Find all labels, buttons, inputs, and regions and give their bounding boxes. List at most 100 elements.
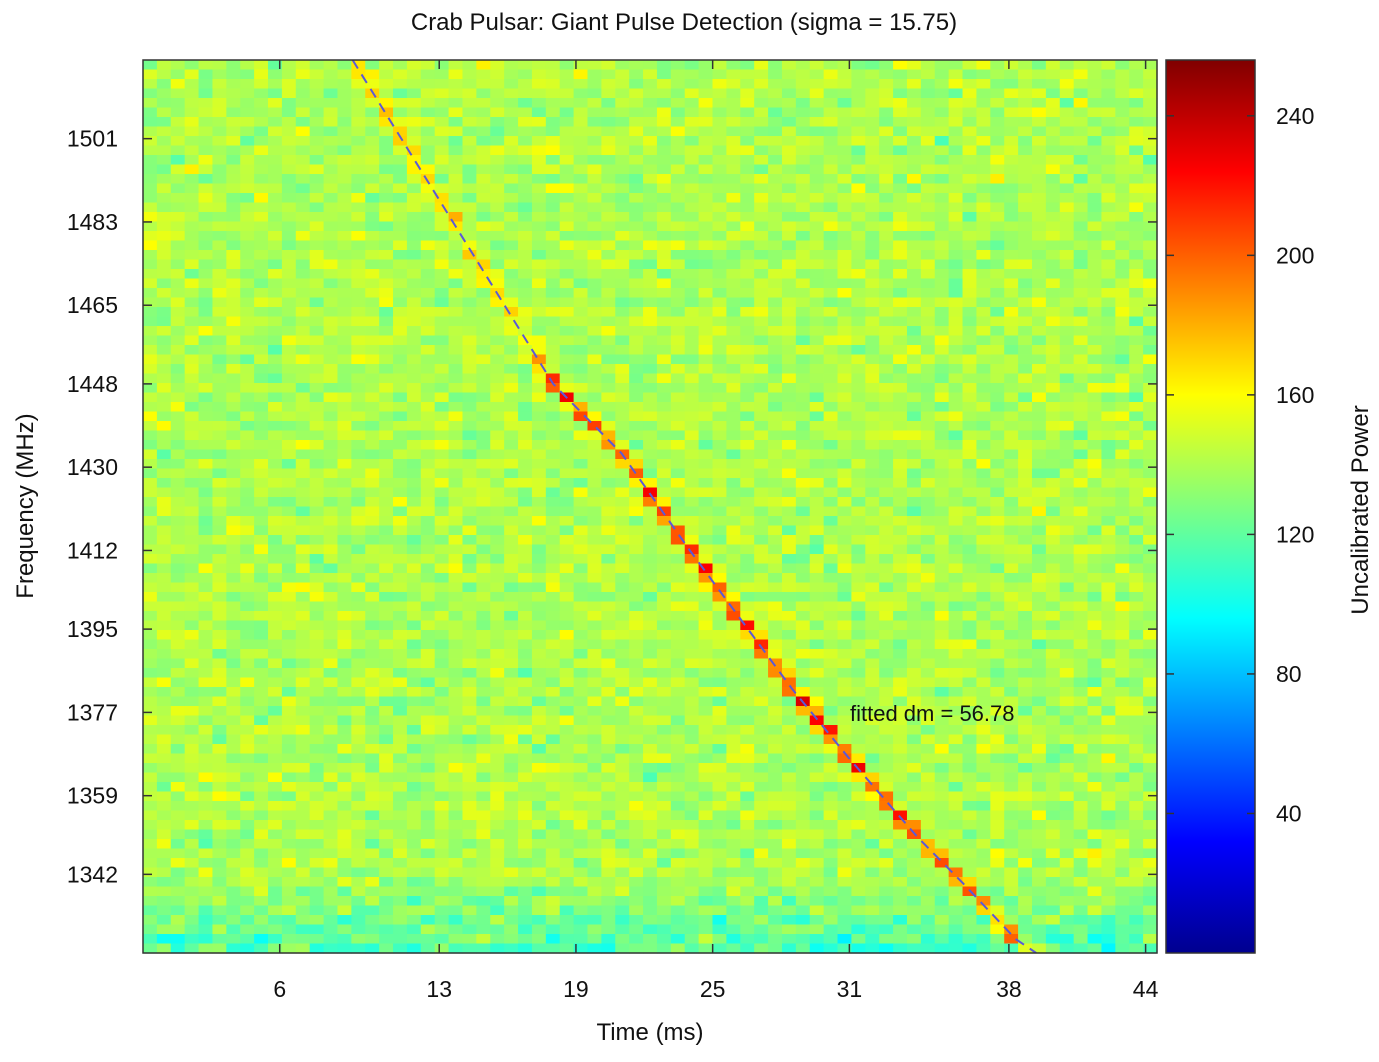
heatmap-cell — [254, 687, 269, 698]
heatmap-cell — [462, 69, 477, 80]
heatmap-cell — [851, 687, 866, 698]
heatmap-cell — [1031, 69, 1047, 80]
heatmap-cell — [476, 430, 491, 441]
heatmap-cell — [226, 193, 241, 204]
heatmap-cell — [1143, 212, 1158, 223]
heatmap-cell — [143, 88, 158, 99]
heatmap-cell — [656, 364, 672, 375]
heatmap-cell — [615, 183, 630, 194]
heatmap-cell — [1129, 307, 1144, 318]
heatmap-cell — [1004, 373, 1019, 384]
heatmap-cell — [754, 155, 769, 166]
heatmap-cell — [712, 535, 727, 546]
heatmap-cell — [434, 601, 450, 612]
heatmap-cell — [809, 573, 825, 584]
heatmap-cell — [226, 98, 241, 109]
heatmap-cell — [823, 364, 839, 375]
heatmap-cell — [518, 554, 533, 565]
heatmap-cell — [448, 687, 464, 698]
heatmap-cell — [226, 335, 241, 346]
heatmap-cell — [170, 696, 186, 707]
heatmap-cell — [615, 468, 630, 479]
heatmap-cell — [865, 687, 880, 698]
heatmap-cell — [823, 677, 839, 688]
heatmap-cell — [226, 630, 241, 641]
heatmap-cell — [670, 364, 686, 375]
heatmap-cell — [143, 259, 158, 270]
heatmap-cell — [476, 383, 491, 394]
heatmap-cell — [545, 677, 561, 688]
heatmap-cell — [268, 449, 283, 460]
heatmap-cell — [170, 630, 186, 641]
heatmap-cell — [212, 288, 227, 299]
heatmap-cell — [393, 535, 408, 546]
heatmap-cell — [920, 383, 936, 394]
heatmap-cell — [795, 364, 811, 375]
heatmap-cell — [823, 421, 839, 432]
heatmap-cell — [1073, 592, 1089, 603]
heatmap-cell — [879, 202, 894, 213]
heatmap-cell — [906, 269, 922, 280]
heatmap-cell — [379, 487, 394, 498]
heatmap-cell — [601, 487, 616, 498]
heatmap-cell — [920, 468, 936, 479]
heatmap-cell — [781, 525, 797, 536]
heatmap-cell — [1115, 60, 1130, 71]
heatmap-cell — [920, 392, 936, 403]
heatmap-cell — [754, 687, 769, 698]
heatmap-cell — [476, 411, 491, 422]
heatmap-cell — [656, 117, 672, 128]
heatmap-cell — [1004, 174, 1019, 185]
heatmap-cell — [268, 117, 283, 128]
heatmap-cell — [1004, 677, 1019, 688]
heatmap-cell — [893, 620, 908, 631]
heatmap-cell — [670, 649, 686, 660]
heatmap-cell — [559, 516, 575, 527]
heatmap-cell — [268, 478, 283, 489]
heatmap-cell — [587, 145, 602, 156]
heatmap-cell — [726, 335, 741, 346]
heatmap-cell — [573, 297, 589, 308]
heatmap-cell — [573, 611, 589, 622]
heatmap-cell — [531, 164, 547, 175]
heatmap-cell — [518, 288, 533, 299]
heatmap-cell — [143, 544, 158, 555]
heatmap-cell — [962, 573, 978, 584]
heatmap-cell — [420, 250, 436, 261]
heatmap-cell — [337, 392, 352, 403]
heatmap-cell — [837, 212, 853, 223]
heatmap-cell — [309, 297, 325, 308]
heatmap-cell — [281, 459, 297, 470]
heatmap-cell — [1059, 174, 1075, 185]
heatmap-cell — [990, 60, 1005, 71]
heatmap-cell — [712, 601, 727, 612]
heatmap-cell — [615, 69, 630, 80]
heatmap-cell — [1045, 535, 1061, 546]
heatmap-cell — [254, 639, 269, 650]
heatmap-cell — [462, 278, 477, 289]
heatmap-cell — [504, 107, 519, 118]
heatmap-cell — [254, 525, 269, 536]
heatmap-cell — [1073, 611, 1089, 622]
heatmap-cell — [670, 430, 686, 441]
heatmap-cell — [740, 535, 755, 546]
heatmap-cell — [837, 164, 853, 175]
heatmap-cell — [559, 649, 575, 660]
heatmap-cell — [781, 155, 797, 166]
heatmap-cell — [226, 231, 241, 242]
heatmap-cell — [281, 240, 297, 251]
heatmap-cell — [698, 592, 714, 603]
heatmap-cell — [240, 145, 255, 156]
heatmap-cell — [893, 335, 908, 346]
heatmap-cell — [281, 269, 297, 280]
heatmap-cell — [1073, 79, 1089, 90]
heatmap-cell — [351, 658, 366, 669]
heatmap-cell — [1059, 582, 1075, 593]
heatmap-cell — [1059, 563, 1075, 574]
heatmap-cell — [559, 535, 575, 546]
heatmap-cell — [170, 278, 186, 289]
heatmap-cell — [143, 687, 158, 698]
heatmap-cell — [531, 592, 547, 603]
heatmap-cell — [976, 383, 991, 394]
heatmap-cell — [976, 402, 991, 413]
